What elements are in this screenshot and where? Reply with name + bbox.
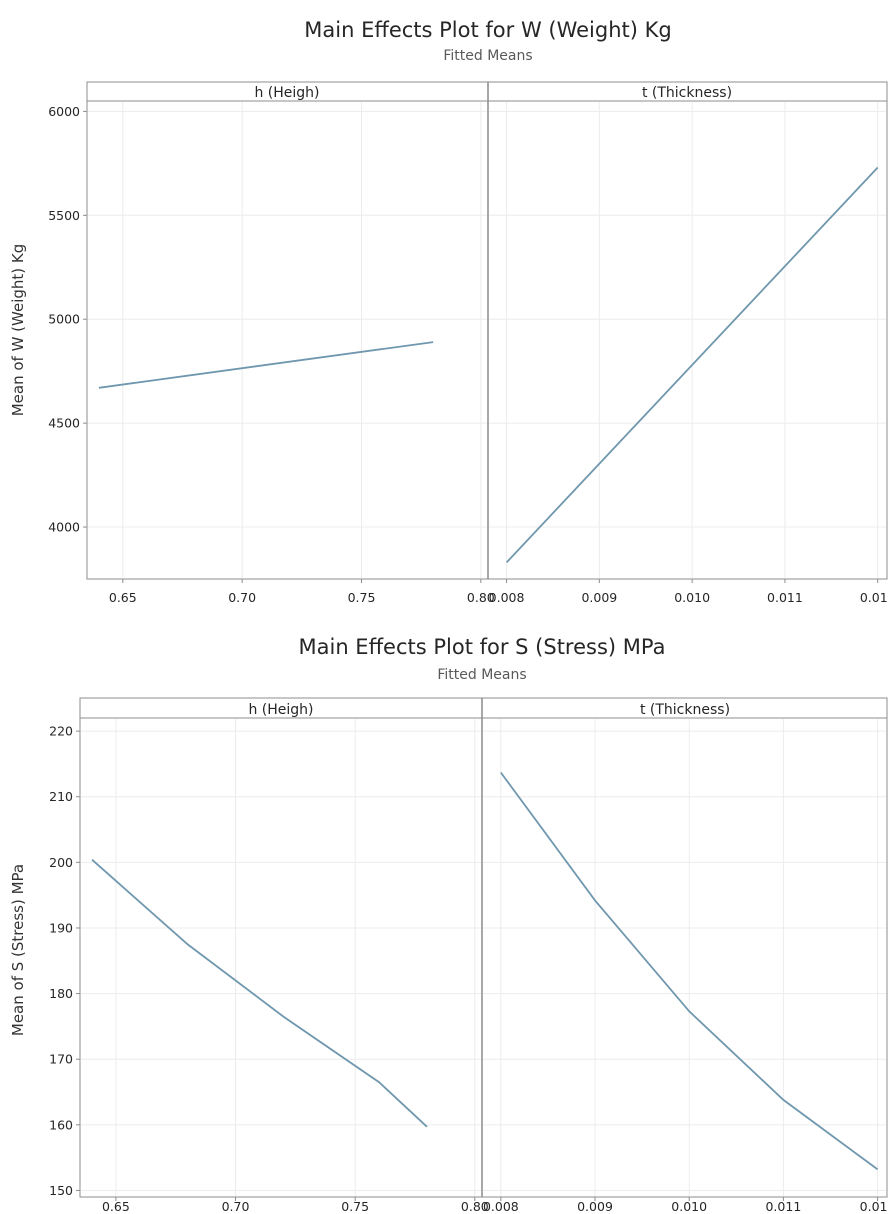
x-tick-label: 0.009: [581, 590, 617, 605]
x-tick-label: 0.70: [222, 1199, 250, 1214]
fitted-mean-line: [505, 166, 879, 564]
y-tick-label: 170: [49, 1052, 73, 1067]
stress-chart-marks: 150 160 170 180 190 200 210 220 0.65 0.70 0.75 0.80…: [49, 719, 888, 1214]
x-tick-label: 0.012: [860, 590, 888, 605]
stress-plot-frame: [79, 697, 888, 1198]
x-tick-label: 0.75: [348, 590, 376, 605]
stress-chart: Main Effects Plot for S (Stress) MPa Fit…: [9, 635, 888, 1214]
fitted-mean-line: [500, 771, 879, 1171]
y-tick-label: 160: [49, 1117, 73, 1132]
x-tick-label: 0.008: [483, 1199, 519, 1214]
stress-y-axis-label: Mean of S (Stress) MPa: [9, 864, 27, 1036]
y-tick-label: 5000: [48, 312, 80, 327]
x-tick-label: 0.75: [341, 1199, 369, 1214]
x-tick-label: 0.80: [461, 1199, 489, 1214]
x-tick-label: 0.65: [102, 1199, 130, 1214]
weight-plot-frame: [86, 81, 888, 580]
weight-strip-h: h (Heigh): [254, 85, 319, 101]
y-tick-label: 210: [49, 789, 73, 804]
x-tick-label: 0.012: [860, 1199, 888, 1214]
x-tick-label: 0.011: [765, 1199, 801, 1214]
x-tick-label: 0.65: [109, 590, 137, 605]
x-tick-label: 0.80: [467, 590, 495, 605]
weight-y-axis-label: Mean of W (Weight) Kg: [9, 244, 27, 417]
y-tick-label: 180: [49, 986, 73, 1001]
stress-chart-subtitle: Fitted Means: [437, 667, 526, 683]
y-tick-label: 5500: [48, 208, 80, 223]
y-tick-label: 6000: [48, 104, 80, 119]
weight-chart: Main Effects Plot for W (Weight) Kg Fitt…: [9, 18, 888, 605]
weight-chart-subtitle: Fitted Means: [443, 48, 532, 64]
x-tick-label: 0.010: [671, 1199, 707, 1214]
fitted-mean-line: [98, 341, 434, 389]
y-tick-label: 190: [49, 920, 73, 935]
y-tick-label: 220: [49, 724, 73, 739]
x-tick-label: 0.011: [767, 590, 803, 605]
y-tick-label: 200: [49, 855, 73, 870]
x-tick-label: 0.009: [577, 1199, 613, 1214]
x-tick-label: 0.010: [674, 590, 710, 605]
stress-strip-t: t (Thickness): [640, 702, 730, 718]
x-tick-label: 0.008: [489, 590, 525, 605]
x-tick-label: 0.70: [228, 590, 256, 605]
fitted-mean-line: [91, 859, 428, 1128]
weight-strip-t: t (Thickness): [642, 85, 732, 101]
weight-chart-title: Main Effects Plot for W (Weight) Kg: [304, 18, 671, 42]
stress-strip-h: h (Heigh): [248, 702, 313, 718]
y-tick-label: 4000: [48, 520, 80, 535]
y-tick-label: 150: [49, 1183, 73, 1198]
stress-chart-title: Main Effects Plot for S (Stress) MPa: [299, 635, 666, 659]
y-tick-label: 4500: [48, 416, 80, 431]
